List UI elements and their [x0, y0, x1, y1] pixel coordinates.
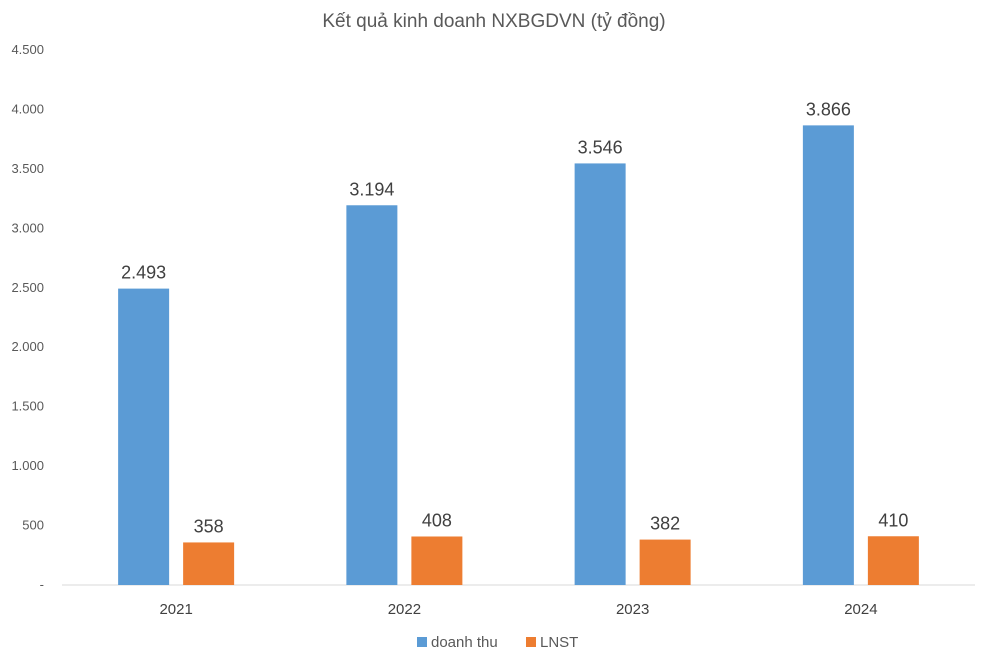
- y-tick-label: 1.000: [11, 458, 44, 473]
- x-tick-label: 2024: [844, 601, 877, 618]
- bars: 2.493 358 3.194 408 3.546 382 3.866 410: [118, 99, 919, 586]
- y-tick-label: 2.500: [11, 280, 44, 295]
- legend-swatch: [526, 637, 536, 647]
- y-tick-label: 4.000: [11, 101, 44, 116]
- legend: doanh thu LNST: [417, 634, 578, 651]
- data-label: 3.194: [349, 179, 394, 199]
- y-tick-label: 1.500: [11, 399, 44, 414]
- y-tick-label: 3.500: [11, 161, 44, 176]
- data-label: 2.493: [121, 263, 166, 283]
- bar-lnst-2021: [183, 542, 235, 585]
- legend-label: doanh thu: [431, 634, 498, 651]
- bar-doanh-thu-2024: [802, 125, 854, 586]
- x-tick-label: 2021: [159, 601, 192, 618]
- legend-label: LNST: [540, 634, 578, 651]
- bar-lnst-2024: [867, 536, 919, 585]
- y-tick-label: 4.500: [11, 42, 44, 57]
- data-label: 408: [422, 510, 452, 530]
- y-tick-label: -: [40, 577, 44, 592]
- x-tick-label: 2022: [388, 601, 421, 618]
- bar-doanh-thu-2021: [118, 288, 170, 585]
- bar-lnst-2022: [411, 536, 463, 585]
- bar-lnst-2023: [639, 539, 691, 585]
- legend-swatch: [417, 637, 427, 647]
- data-label: 3.866: [806, 99, 851, 119]
- y-axis: - 500 1.000 1.500 2.000 2.500 3.000 3.500 4.000 4…: [11, 42, 44, 592]
- x-axis: 2021 2022 2023 2024: [159, 601, 877, 618]
- y-tick-label: 500: [22, 518, 44, 533]
- data-label: 410: [878, 510, 908, 530]
- bar-doanh-thu-2022: [346, 205, 398, 585]
- chart-title: Kết quả kinh doanh NXBGDVN (tỷ đồng): [322, 11, 665, 32]
- data-label: 358: [194, 516, 224, 536]
- bar-doanh-thu-2023: [574, 163, 626, 586]
- y-tick-label: 2.000: [11, 339, 44, 354]
- x-tick-label: 2023: [616, 601, 649, 618]
- data-label: 382: [650, 514, 680, 534]
- y-tick-label: 3.000: [11, 220, 44, 235]
- data-label: 3.546: [578, 137, 623, 157]
